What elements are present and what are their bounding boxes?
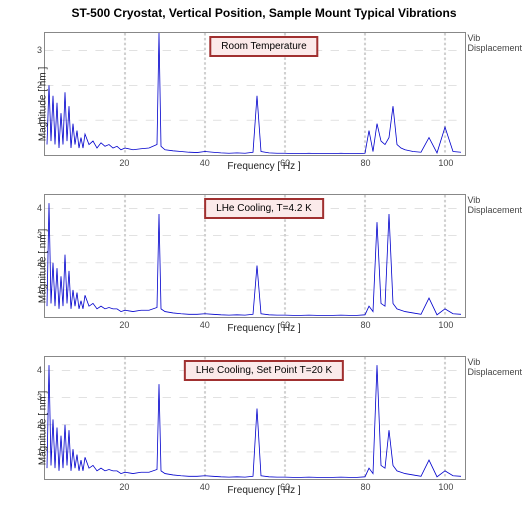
y-tick: 2 [26, 258, 42, 268]
x-tick: 40 [200, 320, 210, 330]
y-ticks: 1 2 3 4 [26, 356, 42, 480]
x-tick: 40 [200, 482, 210, 492]
chart-title: ST-500 Cryostat, Vertical Position, Samp… [0, 6, 528, 20]
x-tick: 40 [200, 158, 210, 168]
x-tick: 60 [280, 482, 290, 492]
x-tick: 100 [438, 158, 453, 168]
x-tick: 20 [119, 158, 129, 168]
x-tick: 80 [361, 482, 371, 492]
panel-legend: LHe Cooling, Set Point T=20 K [184, 360, 344, 381]
y-tick: 3 [26, 392, 42, 402]
x-tick: 60 [280, 158, 290, 168]
x-tick: 20 [119, 320, 129, 330]
y-tick: 4 [26, 203, 42, 213]
x-tick: 60 [280, 320, 290, 330]
x-ticks: 20 40 60 80 100 [44, 158, 466, 170]
panel-legend: Room Temperature [209, 36, 318, 57]
y-tick: 2 [26, 80, 42, 90]
y-tick: 4 [26, 365, 42, 375]
panel-1: Magnitude [ nm ]Frequency [ Hz ]VibDispl… [4, 186, 524, 346]
panel-2: Magnitude [ nm ]Frequency [ Hz ]VibDispl… [4, 348, 524, 508]
y-tick: 1 [26, 116, 42, 126]
y-tick: 3 [26, 230, 42, 240]
y-tick: 3 [26, 45, 42, 55]
panels-container: Magnitude [ nm ]Frequency [ Hz ]VibDispl… [0, 24, 528, 508]
x-ticks: 20 40 60 80 100 [44, 482, 466, 494]
x-ticks: 20 40 60 80 100 [44, 320, 466, 332]
y-tick: 1 [26, 285, 42, 295]
x-tick: 20 [119, 482, 129, 492]
x-tick: 100 [438, 320, 453, 330]
x-tick: 80 [361, 320, 371, 330]
side-label: VibDisplacement [467, 358, 522, 378]
x-tick: 80 [361, 158, 371, 168]
y-ticks: 1 2 3 [26, 32, 42, 156]
panel-legend: LHe Cooling, T=4.2 K [204, 198, 324, 219]
y-ticks: 1 2 3 4 [26, 194, 42, 318]
side-label: VibDisplacement [467, 196, 522, 216]
y-tick: 2 [26, 420, 42, 430]
x-tick: 100 [438, 482, 453, 492]
side-label: VibDisplacement [467, 34, 522, 54]
panel-0: Magnitude [ nm ]Frequency [ Hz ]VibDispl… [4, 24, 524, 184]
y-tick: 1 [26, 447, 42, 457]
